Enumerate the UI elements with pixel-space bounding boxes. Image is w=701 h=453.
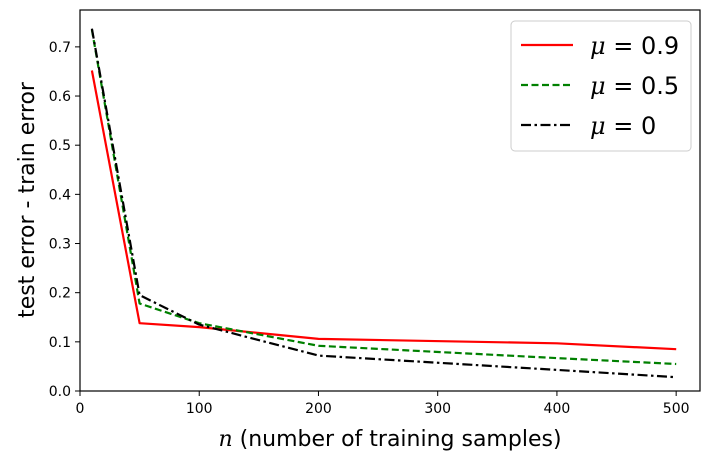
- x-axis-description: (number of training samples): [233, 427, 562, 452]
- series-line-3: [90, 28, 677, 379]
- legend-value: = 0.5: [606, 72, 680, 100]
- x-tick-label: 300: [424, 401, 451, 417]
- legend: μ = 0.9μ = 0.5μ = 0: [510, 20, 692, 152]
- y-tick-label: 0.7: [49, 40, 71, 56]
- legend-symbol: μ: [590, 72, 606, 100]
- y-tick-label: 0.6: [49, 89, 71, 105]
- legend-value: = 0.9: [606, 32, 680, 60]
- legend-label-1: μ = 0.9: [590, 32, 679, 60]
- series-layer: [90, 28, 677, 379]
- x-tick-label: 400: [544, 401, 571, 417]
- legend-symbol: μ: [590, 32, 606, 60]
- y-axis-label: test error - train error: [15, 81, 40, 318]
- x-tick-label: 200: [305, 401, 332, 417]
- legend-label-2: μ = 0.5: [590, 72, 679, 100]
- y-tick-label: 0.1: [49, 335, 71, 351]
- x-axis-label: n (number of training samples): [218, 427, 561, 452]
- ticks-layer: 0 100 200 300 400 500 0.0 0.1 0.2 0.3 0.4 0.5 0.6 0.7: [49, 40, 690, 417]
- y-tick-label: 0.2: [49, 286, 71, 302]
- x-tick-label: 100: [186, 401, 213, 417]
- legend-value: = 0: [606, 112, 657, 140]
- x-tick-label: 500: [663, 401, 690, 417]
- legend-label-3: μ = 0: [590, 112, 656, 140]
- x-axis-variable: n: [218, 427, 232, 452]
- series-line-2: [90, 29, 677, 366]
- y-tick-label: 0.4: [49, 187, 71, 203]
- x-tick-label: 0: [76, 401, 85, 417]
- y-tick-label: 0.5: [49, 138, 71, 154]
- legend-box: [510, 20, 692, 152]
- plot-frame: [79, 9, 701, 392]
- series-line-1: [90, 70, 677, 351]
- y-tick-label: 0.3: [49, 237, 71, 253]
- y-tick-label: 0.0: [49, 384, 71, 400]
- legend-symbol: μ: [590, 112, 606, 140]
